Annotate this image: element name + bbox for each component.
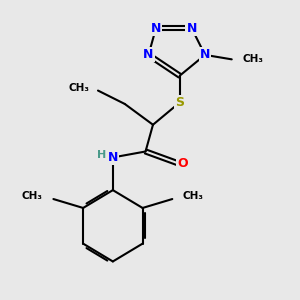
Text: N: N [151,22,161,34]
Text: S: S [175,96,184,109]
Text: N: N [143,48,154,62]
Text: CH₃: CH₃ [22,191,43,201]
Text: CH₃: CH₃ [242,54,263,64]
Text: CH₃: CH₃ [68,82,89,93]
Text: O: O [177,157,188,170]
Text: N: N [108,151,118,164]
Text: H: H [97,150,106,160]
Text: CH₃: CH₃ [183,191,204,201]
Text: N: N [200,48,210,62]
Text: N: N [186,22,197,34]
